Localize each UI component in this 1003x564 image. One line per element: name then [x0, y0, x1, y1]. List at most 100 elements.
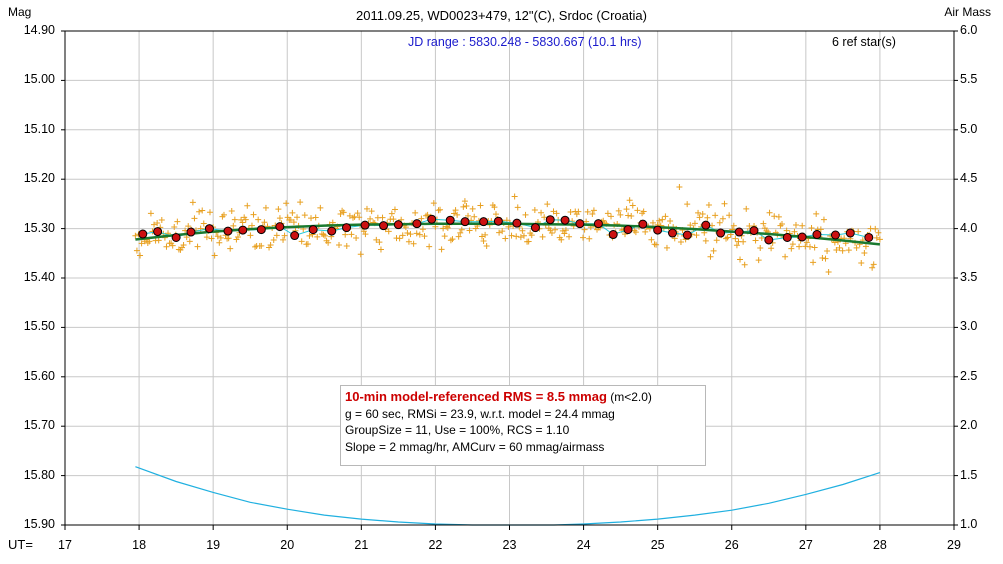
- group-point: [682, 230, 692, 240]
- raw-point: [248, 222, 255, 229]
- stats-line-4: Slope = 2 mmag/hr, AMCurv = 60 mmag/airm…: [345, 439, 605, 454]
- stats-line-3: GroupSize = 11, Use = 100%, RCS = 1.10: [345, 423, 570, 437]
- raw-point: [356, 214, 363, 221]
- raw-point: [208, 235, 215, 242]
- raw-point: [642, 228, 649, 235]
- raw-point: [875, 229, 882, 236]
- raw-point: [810, 259, 817, 266]
- group-point: [653, 225, 663, 235]
- raw-point: [200, 220, 207, 227]
- raw-point: [561, 230, 568, 237]
- raw-point: [174, 218, 181, 225]
- raw-point: [185, 223, 192, 230]
- raw-point: [870, 261, 877, 268]
- raw-point: [297, 199, 304, 206]
- raw-point: [615, 207, 622, 214]
- raw-point: [584, 208, 591, 215]
- raw-point: [528, 232, 535, 239]
- raw-point: [399, 232, 406, 239]
- raw-point: [405, 238, 412, 245]
- y-tick-label-right: 4.0: [960, 220, 978, 235]
- group-point: [445, 215, 455, 225]
- y-tick-label-right: 5.5: [960, 72, 978, 87]
- raw-point: [280, 236, 287, 243]
- raw-point: [203, 234, 210, 241]
- raw-point: [696, 214, 703, 221]
- raw-point: [789, 241, 796, 248]
- raw-point: [437, 206, 444, 213]
- group-point: [845, 228, 855, 238]
- raw-point: [314, 233, 321, 240]
- raw-point: [511, 193, 518, 200]
- raw-point: [824, 248, 831, 255]
- group-point: [379, 221, 389, 231]
- raw-point: [283, 200, 290, 207]
- raw-point: [252, 243, 259, 250]
- raw-point: [724, 234, 731, 241]
- raw-point: [287, 216, 294, 223]
- raw-point: [693, 232, 700, 239]
- raw-point: [242, 216, 249, 223]
- raw-point: [368, 208, 375, 215]
- raw-point: [873, 234, 880, 241]
- x-tick-label: 24: [576, 538, 591, 552]
- group-point: [238, 225, 248, 235]
- raw-point: [862, 243, 869, 250]
- raw-point: [663, 244, 670, 251]
- raw-point: [586, 235, 593, 242]
- raw-point: [199, 207, 206, 214]
- x-tick-label: 28: [872, 538, 887, 552]
- raw-point: [449, 236, 456, 243]
- raw-point: [479, 233, 486, 240]
- raw-point: [317, 204, 324, 211]
- y-tick-label-right: 2.0: [960, 418, 978, 433]
- raw-point: [820, 216, 827, 223]
- y-tick-label-right: 6.0: [960, 23, 978, 37]
- stats-line-2: g = 60 sec, RMSi = 23.9, w.r.t. model = …: [345, 406, 615, 421]
- raw-point: [471, 213, 478, 220]
- raw-point: [855, 228, 862, 235]
- raw-point: [258, 242, 265, 249]
- raw-point: [270, 237, 277, 244]
- group-point: [749, 226, 759, 236]
- y-axis-label-right: Air Mass: [944, 5, 991, 19]
- raw-point: [730, 222, 737, 229]
- raw-point: [220, 211, 227, 218]
- raw-point: [778, 221, 785, 228]
- raw-point: [227, 245, 234, 252]
- raw-point: [608, 213, 615, 220]
- raw-point: [301, 212, 308, 219]
- raw-point: [819, 255, 826, 262]
- raw-point: [783, 227, 790, 234]
- raw-point: [872, 225, 879, 232]
- group-point: [593, 219, 603, 229]
- raw-point: [339, 207, 346, 214]
- x-tick-label: 22: [428, 538, 443, 552]
- raw-point: [803, 239, 810, 246]
- raw-point: [230, 222, 237, 229]
- raw-point: [699, 211, 706, 218]
- raw-point: [455, 233, 462, 240]
- raw-point: [695, 209, 702, 216]
- raw-point: [284, 214, 291, 221]
- raw-point: [648, 236, 655, 243]
- raw-point: [340, 209, 347, 216]
- raw-point: [376, 239, 383, 246]
- raw-point: [346, 212, 353, 219]
- y-tick-label-right: 1.5: [960, 467, 978, 482]
- raw-point: [691, 220, 698, 227]
- raw-point: [482, 231, 489, 238]
- raw-point: [513, 233, 520, 240]
- raw-point: [424, 211, 431, 218]
- raw-point: [491, 204, 498, 211]
- raw-point: [721, 200, 728, 207]
- raw-point: [705, 201, 712, 208]
- raw-point: [430, 200, 437, 207]
- group-point: [667, 228, 677, 238]
- group-point: [171, 232, 181, 242]
- y-tick-label-left: 14.90: [23, 23, 55, 37]
- raw-point: [407, 231, 414, 238]
- raw-point: [469, 205, 476, 212]
- raw-point: [853, 244, 860, 251]
